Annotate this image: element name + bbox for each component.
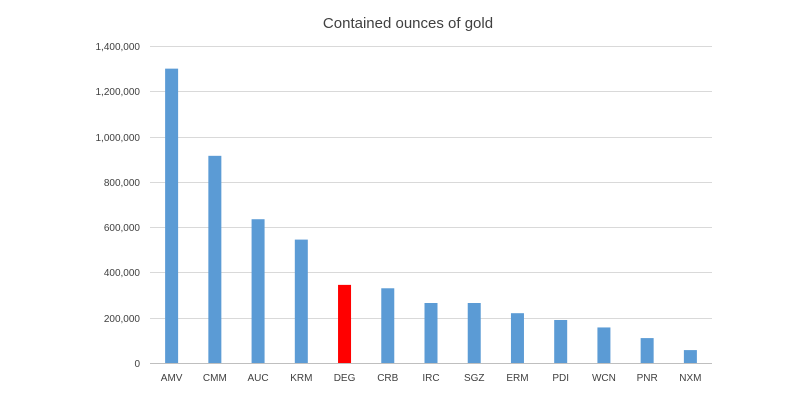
y-tick-label: 1,400,000 xyxy=(96,42,141,53)
x-tick-label: NXM xyxy=(679,373,701,384)
bar-amv xyxy=(165,68,179,363)
y-tick-label: 1,000,000 xyxy=(96,133,141,144)
x-tick-label: PDI xyxy=(552,373,569,384)
bar-crb xyxy=(381,288,395,363)
x-tick-label: PNR xyxy=(637,373,658,384)
x-tick-label: AUC xyxy=(248,373,269,384)
x-tick-label: IRC xyxy=(422,373,439,384)
gridlines xyxy=(150,46,712,364)
chart-title: Contained ounces of gold xyxy=(323,15,493,32)
x-tick-label: SGZ xyxy=(464,373,485,384)
y-tick-label: 0 xyxy=(134,359,140,370)
y-tick-label: 600,000 xyxy=(104,223,141,234)
x-tick-label: CRB xyxy=(377,373,398,384)
x-tick-label: AMV xyxy=(161,373,183,384)
y-tick-label: 400,000 xyxy=(104,268,141,279)
bar-pdi xyxy=(554,319,568,363)
y-tick-label: 200,000 xyxy=(104,314,141,325)
y-tick-label: 800,000 xyxy=(104,178,141,189)
x-tick-label: CMM xyxy=(203,373,227,384)
bar-sgz xyxy=(467,303,481,363)
x-axis-ticks: AMV CMM AUC KRM DEG CRB IRC SGZ ERM PDI WCN PNR NXM xyxy=(161,373,702,384)
x-tick-label: ERM xyxy=(506,373,528,384)
x-tick-label: KRM xyxy=(290,373,312,384)
y-axis-ticks: 0 200,000 400,000 600,000 800,000 1,000,000 1,… xyxy=(96,42,141,370)
bar-cmm xyxy=(208,155,222,363)
x-tick-label: DEG xyxy=(334,373,356,384)
bar-irc xyxy=(424,303,438,363)
bar-krm xyxy=(294,239,308,363)
bar-nxm xyxy=(683,350,697,363)
bars xyxy=(165,68,697,363)
bar-auc xyxy=(251,219,265,363)
y-tick-label: 1,200,000 xyxy=(96,87,141,98)
bar-wcn xyxy=(597,327,611,363)
bar-erm xyxy=(510,313,524,363)
bar-deg xyxy=(338,284,352,363)
x-tick-label: WCN xyxy=(592,373,616,384)
bar-pnr xyxy=(640,338,654,363)
